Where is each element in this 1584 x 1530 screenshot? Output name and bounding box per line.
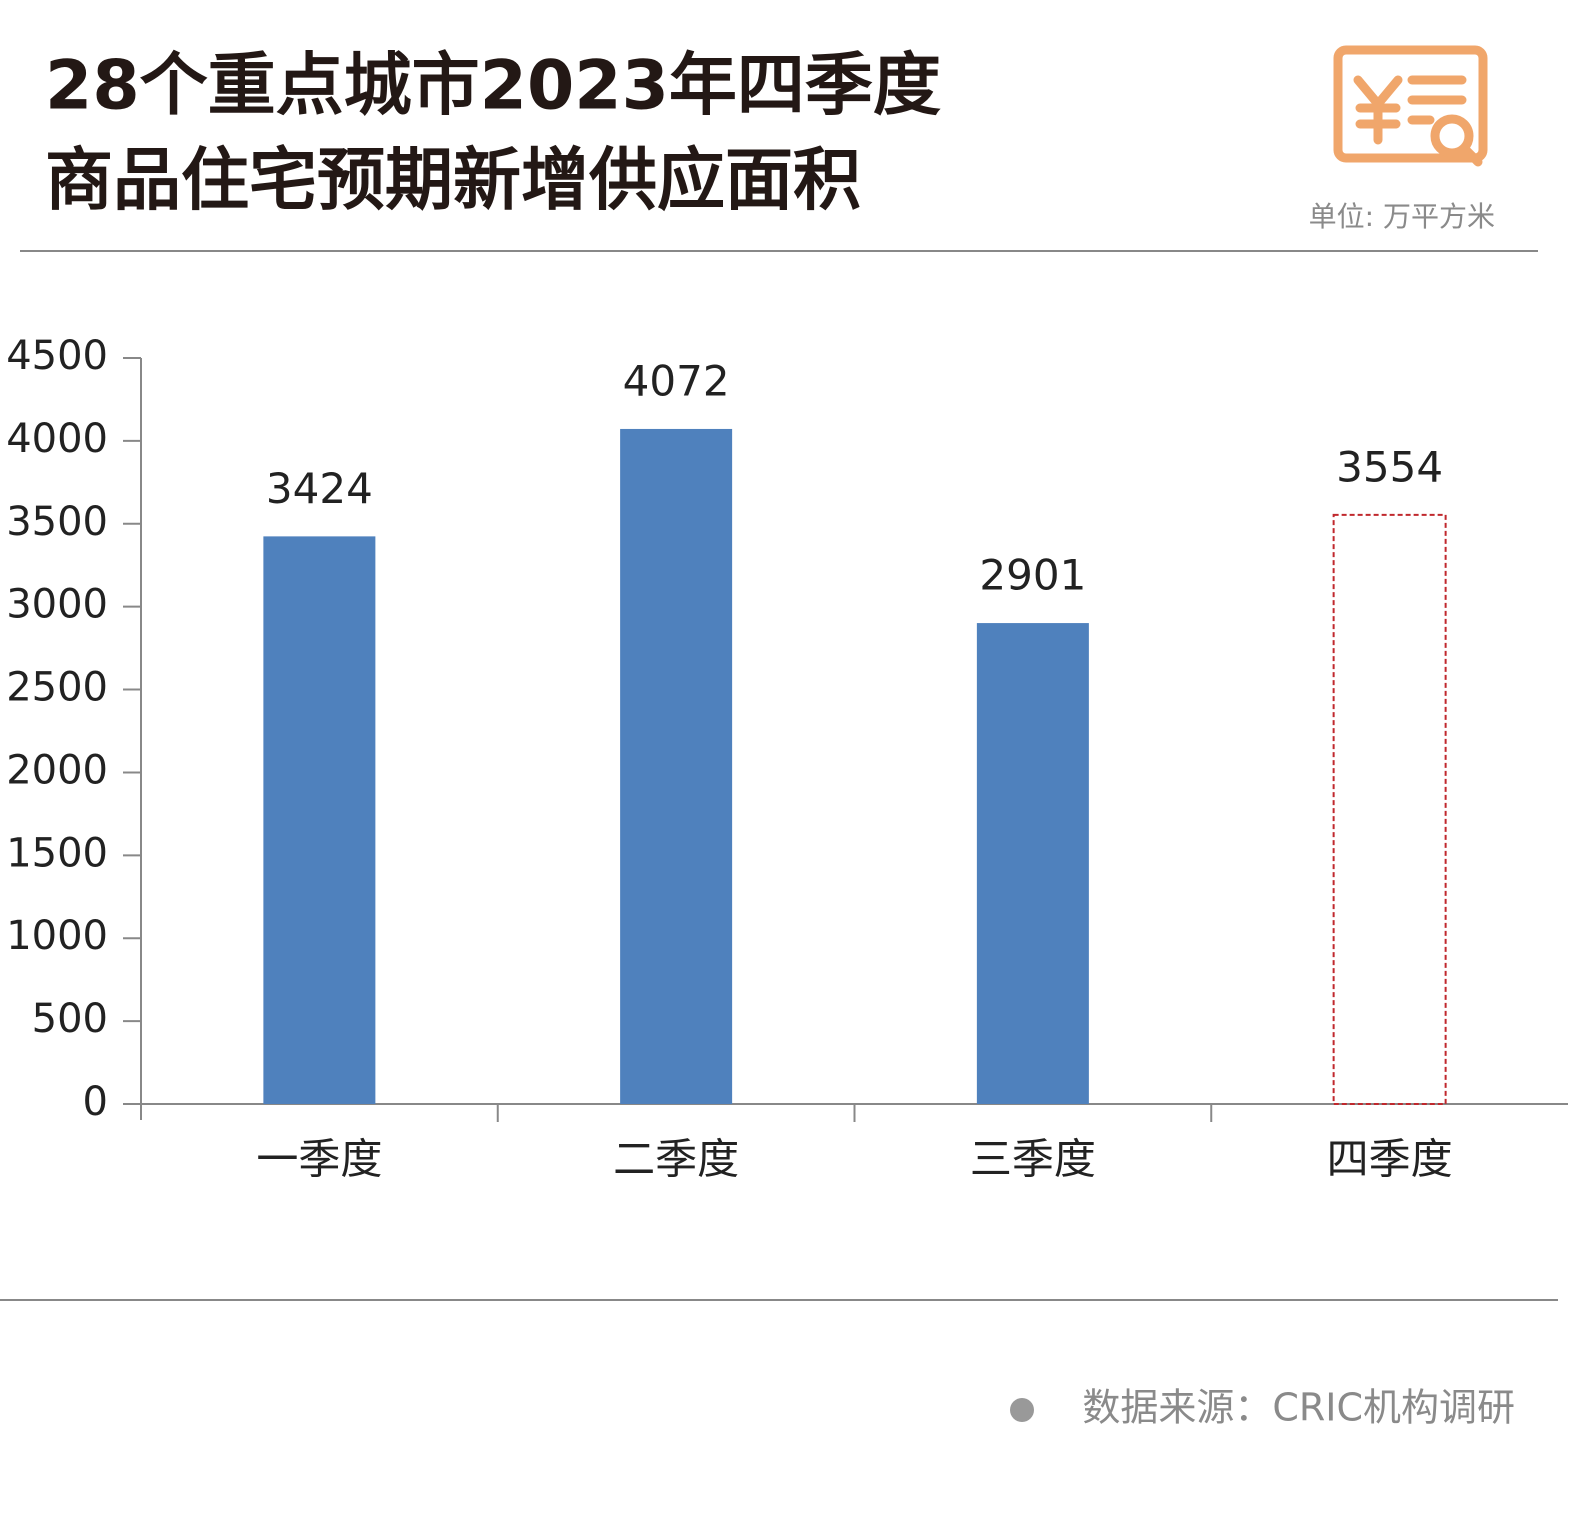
value-label: 2901 (979, 551, 1086, 600)
y-tick-label: 4000 (6, 416, 108, 462)
value-label: 3424 (266, 464, 373, 513)
chart-title: 28个重点城市2023年四季度 (45, 47, 941, 126)
value-label: 4072 (623, 356, 730, 405)
x-tick-label: 二季度 (613, 1135, 739, 1184)
source: 数据来源：CRIC机构调研 (1082, 1386, 1515, 1430)
chart-title: 商品住宅预期新增供应面积 (45, 142, 861, 221)
y-tick-label: 2500 (6, 665, 108, 711)
unit-label: 单位: 万平方米 (1309, 200, 1495, 233)
bar (1332, 513, 1447, 1105)
y-tick-label: 1000 (6, 913, 108, 959)
x-tick-label: 三季度 (970, 1135, 1096, 1184)
bar (976, 623, 1089, 1104)
x-tick-label: 四季度 (1327, 1135, 1453, 1184)
bar (620, 428, 733, 1104)
y-tick-label: 4500 (6, 333, 108, 379)
y-tick-label: 0 (83, 1079, 108, 1125)
icon (1333, 45, 1488, 167)
y-tick-label: 1500 (6, 830, 108, 876)
y-tick-label: 2000 (6, 747, 108, 793)
bar (263, 536, 376, 1104)
value-label: 3554 (1336, 442, 1443, 491)
source-dot (1010, 1398, 1034, 1422)
y-tick-label: 3500 (6, 499, 108, 545)
x-tick-label: 一季度 (256, 1135, 382, 1184)
y-tick-label: 500 (32, 996, 108, 1042)
y-tick-label: 3000 (6, 582, 108, 628)
